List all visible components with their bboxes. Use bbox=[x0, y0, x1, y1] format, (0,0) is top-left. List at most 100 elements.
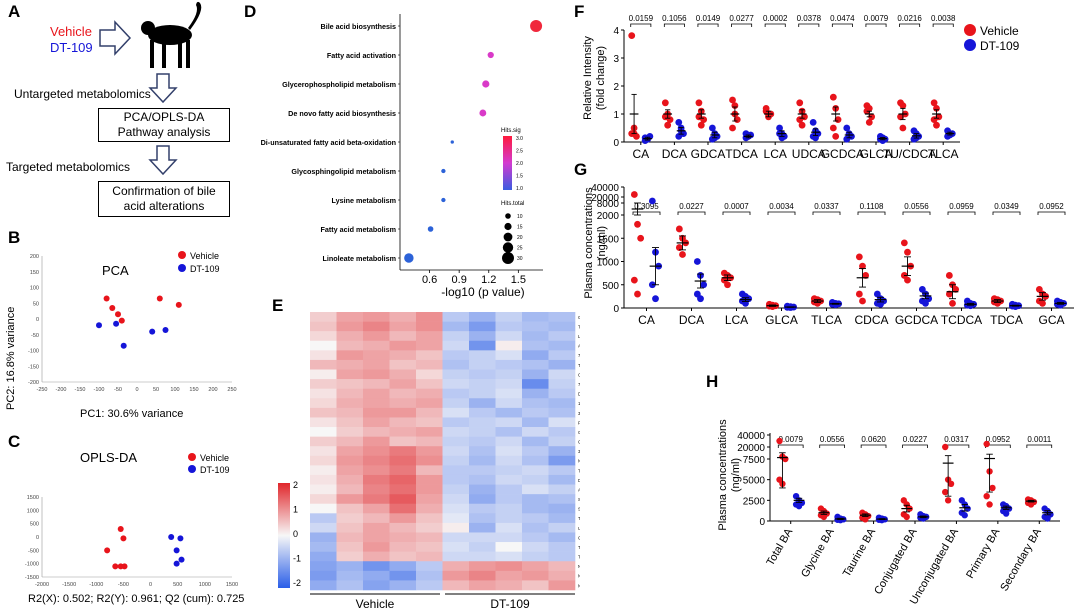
heatmap-cell bbox=[548, 446, 576, 457]
heatmap-cell bbox=[336, 484, 364, 495]
legend-vehicle-marker bbox=[188, 453, 196, 461]
heatmap-cell bbox=[522, 570, 549, 581]
targeted-step-text: Targeted metabolomics bbox=[6, 160, 131, 174]
pca-ylabel: PC2: 16.8% variance bbox=[5, 307, 17, 410]
data-point bbox=[776, 124, 783, 132]
f-ylabel-line2: (fold change) bbox=[595, 46, 607, 110]
heatmap-cell bbox=[548, 331, 576, 342]
pathway-bubble bbox=[441, 197, 446, 203]
heatmap-group-vehicle: Vehicle bbox=[356, 597, 395, 610]
heatmap-cell bbox=[363, 542, 390, 552]
y-tick-label: 3 bbox=[613, 54, 619, 65]
significance-bracket bbox=[764, 23, 786, 27]
pca-xlabel: PC1: 30.6% variance bbox=[80, 408, 183, 420]
data-point bbox=[983, 440, 990, 448]
untargeted-step-text: Untargeted metabolomics bbox=[14, 87, 151, 101]
x-tick-label: 150 bbox=[189, 387, 198, 393]
x-tick-label: -100 bbox=[93, 387, 104, 393]
heatmap-cell bbox=[548, 522, 576, 533]
heatmap-cell bbox=[310, 407, 337, 418]
data-point bbox=[1002, 510, 1010, 517]
data-point bbox=[637, 234, 645, 242]
heatmap-cell bbox=[336, 446, 364, 457]
data-point bbox=[729, 124, 736, 132]
heatmap-cell bbox=[469, 427, 496, 437]
heatmap-cell bbox=[389, 513, 417, 524]
panel-label-f: F bbox=[574, 2, 585, 21]
heatmap-cell bbox=[336, 580, 364, 591]
data-point bbox=[697, 295, 704, 303]
data-point bbox=[947, 480, 955, 487]
y-tick-label: 7500 bbox=[743, 455, 766, 466]
data-point bbox=[812, 134, 819, 142]
heatmap-cell bbox=[495, 474, 523, 485]
heatmap-cell bbox=[469, 417, 496, 428]
data-point bbox=[113, 320, 120, 327]
heatmap-cell bbox=[522, 513, 549, 524]
heatmap-cell bbox=[495, 532, 523, 543]
p-value-label: 0.0034 bbox=[769, 202, 794, 211]
heatmap-cell bbox=[495, 465, 523, 476]
heatmap-cell bbox=[548, 359, 576, 370]
heatmap-cell bbox=[522, 542, 549, 552]
heatmap-cell bbox=[495, 522, 523, 533]
data-point bbox=[700, 281, 708, 289]
box1-line2: Pathway analysis bbox=[117, 125, 211, 139]
y-tick-label: -50 bbox=[31, 333, 39, 339]
heatmap-row-label: LCA bbox=[578, 334, 580, 339]
heatmap-cell bbox=[336, 542, 364, 552]
heatmap-cell bbox=[389, 436, 417, 447]
heatmap-cell bbox=[522, 446, 549, 457]
data-point bbox=[776, 437, 783, 445]
data-point bbox=[922, 299, 929, 307]
x-tick-label: 1000 bbox=[199, 582, 211, 588]
significance-bracket bbox=[731, 23, 753, 27]
heatmap-cell bbox=[416, 580, 443, 591]
heatmap-cell bbox=[389, 388, 417, 399]
heatmap-cell bbox=[548, 340, 576, 351]
category-label: Primary BA bbox=[964, 526, 1003, 581]
heatmap-row-label: GCDCA bbox=[578, 535, 580, 540]
data-point bbox=[121, 563, 128, 570]
data-point bbox=[675, 133, 683, 140]
heatmap-cell bbox=[442, 446, 470, 457]
data-point bbox=[859, 262, 866, 270]
y-tick-label: 4 bbox=[613, 26, 619, 37]
x-tick-label: 100 bbox=[170, 387, 179, 393]
y-tick-label: 1000 bbox=[27, 508, 39, 514]
heatmap-cell bbox=[442, 350, 470, 361]
panel-label-e: E bbox=[272, 296, 284, 315]
heatmap-cell bbox=[495, 359, 523, 370]
color-legend-tick: 1.5 bbox=[516, 174, 523, 180]
heatmap-cell bbox=[363, 407, 390, 418]
heatmap-cell bbox=[363, 436, 390, 447]
heatmap-cell bbox=[363, 379, 390, 389]
heatmap-cell bbox=[469, 340, 496, 351]
heatmap-cell bbox=[389, 407, 417, 418]
heatmap-cell bbox=[469, 455, 496, 466]
data-point bbox=[994, 299, 1001, 307]
heatmap-cell bbox=[442, 494, 470, 505]
data-point bbox=[664, 121, 672, 129]
heatmap-cell bbox=[522, 522, 549, 533]
significance-bracket bbox=[902, 444, 928, 448]
category-label: GLCA bbox=[860, 147, 893, 160]
heatmap-cell bbox=[310, 465, 337, 476]
p-value-label: 0.0959 bbox=[949, 202, 974, 211]
heatmap-cell bbox=[522, 340, 549, 351]
legend-vehicle-marker bbox=[178, 251, 186, 259]
significance-bracket bbox=[767, 211, 796, 215]
category-label: GCA bbox=[1038, 313, 1064, 327]
heatmap-row-label: 1-Stearoylglycerophosphoglycerol bbox=[578, 401, 580, 406]
data-point bbox=[855, 290, 863, 298]
heatmap-cell bbox=[363, 321, 390, 332]
heatmap-cell bbox=[336, 388, 364, 399]
arrow-down-icon bbox=[148, 145, 178, 176]
category-label: TDCA bbox=[725, 147, 758, 160]
heatmap-cell bbox=[442, 465, 470, 476]
significance-bracket bbox=[860, 444, 887, 448]
box2-line2: acid alterations bbox=[123, 199, 205, 213]
data-point bbox=[104, 547, 111, 554]
p-value-label: 0.0378 bbox=[797, 14, 822, 23]
heatmap-cell bbox=[522, 388, 549, 399]
